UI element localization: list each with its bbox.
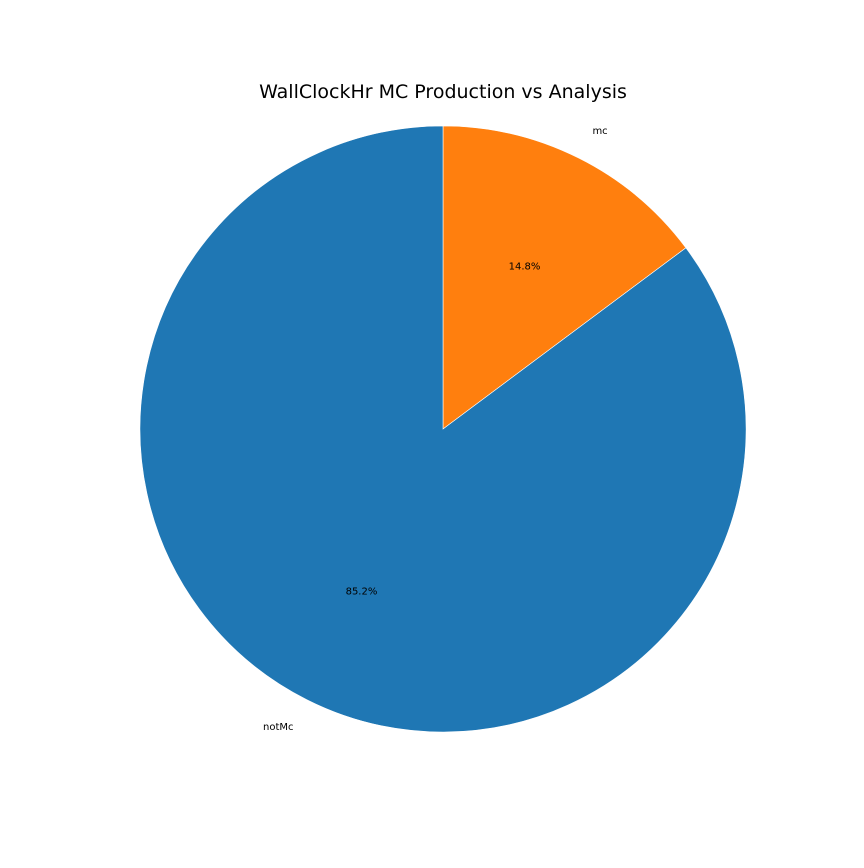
pie-slice-notmc: [139, 125, 747, 733]
chart-title: WallClockHr MC Production vs Analysis: [259, 81, 627, 103]
slice-label-notmc: notMc: [263, 722, 294, 733]
pie-slices: [139, 125, 747, 733]
slice-label-mc: mc: [592, 126, 607, 137]
slice-percent-mc: 14.8%: [509, 261, 541, 272]
pie-slice-mc: [442, 125, 687, 430]
slice-percent-notmc: 85.2%: [346, 587, 378, 598]
pie-labels: mc 14.8% notMc 85.2%: [263, 126, 608, 733]
